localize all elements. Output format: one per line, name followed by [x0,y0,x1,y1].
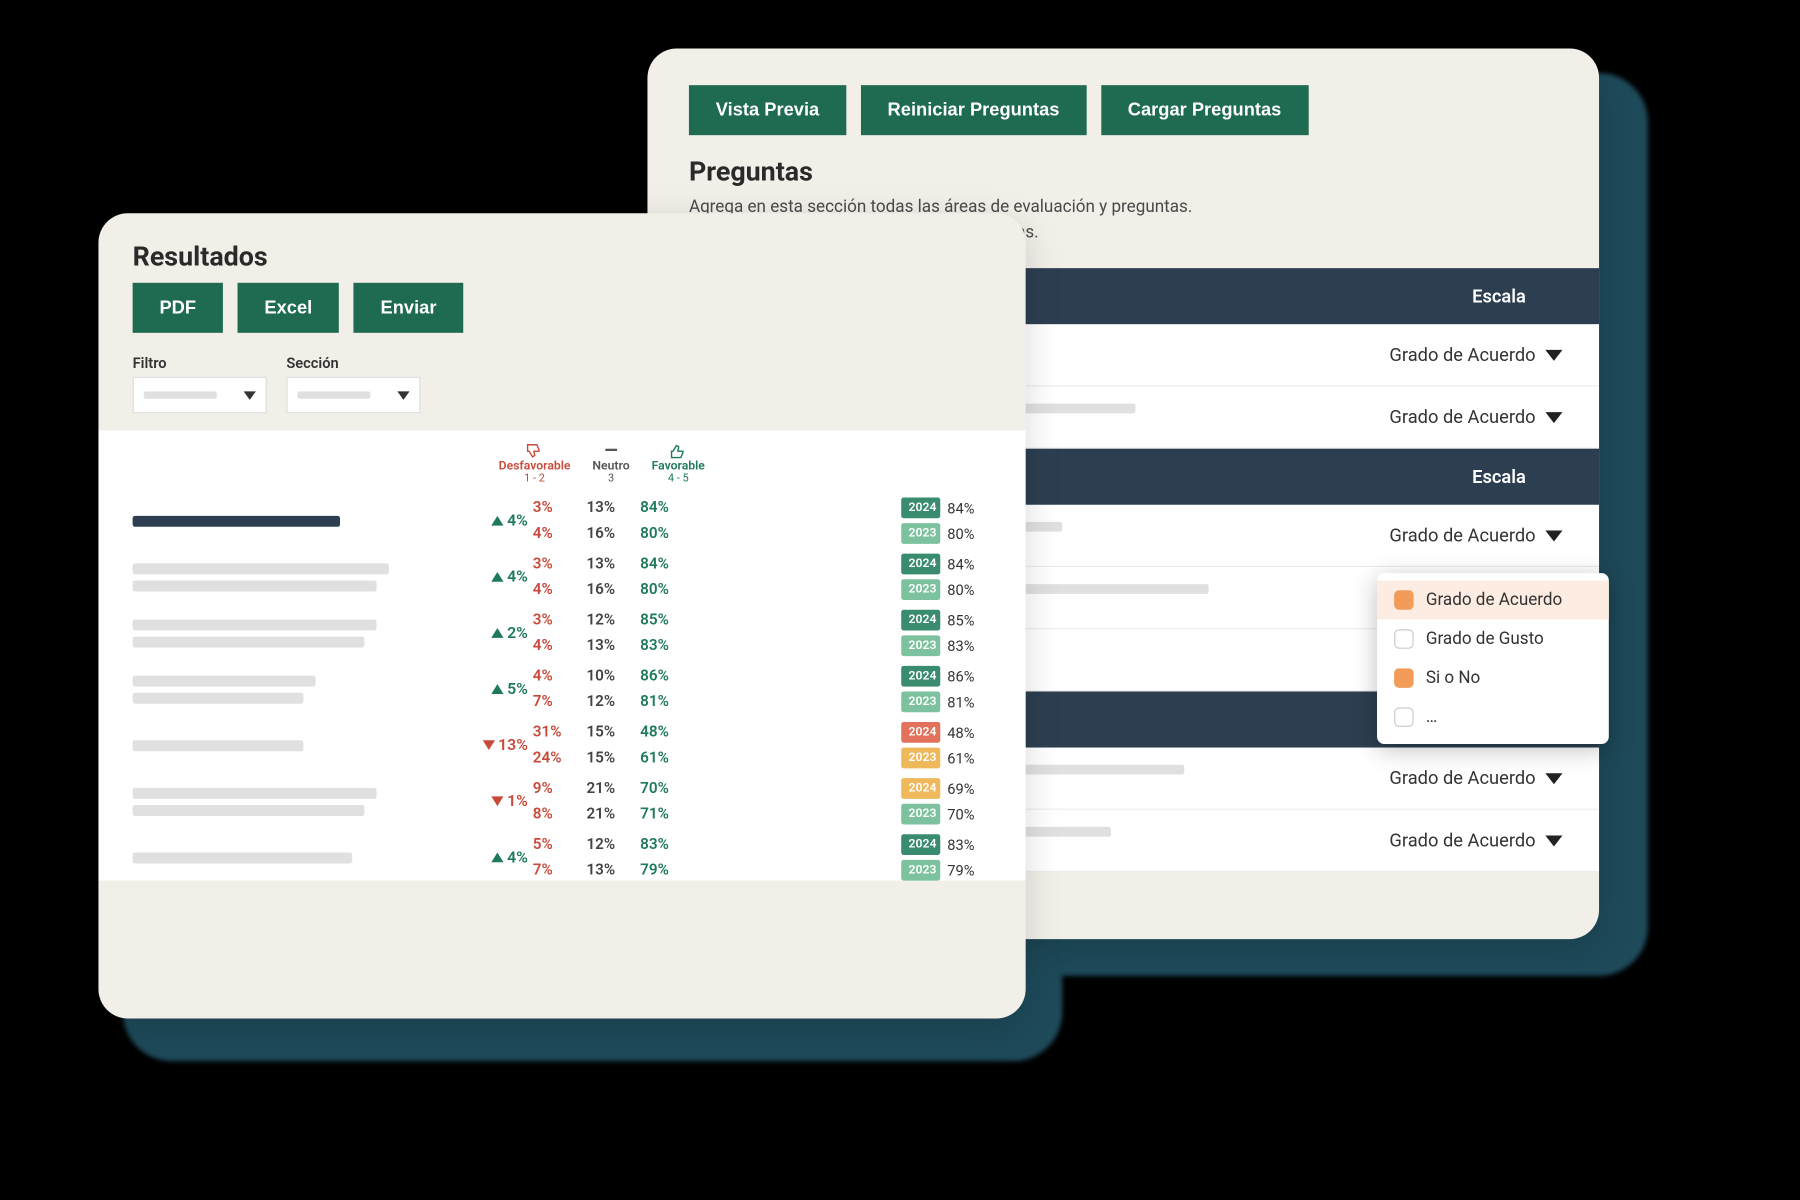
result-bar: 202383% [901,635,974,656]
row-label [133,563,475,591]
result-bar: 202485% [901,610,974,631]
chevron-down-icon [397,391,409,400]
section-select[interactable] [286,377,420,414]
result-row: 3%13%84% 202484% 4% 4%16%80% 202380% [133,554,992,600]
preview-button[interactable]: Vista Previa [689,85,846,135]
legend-favorable: Favorable 4 - 5 [652,443,705,486]
questions-title: Preguntas [689,157,1558,188]
scale-select[interactable]: Grado de Acuerdo [1389,767,1574,789]
dropdown-option[interactable]: Grado de Acuerdo [1377,580,1609,619]
legend: Desfavorable 1 - 2 — Neutro 3 Favorable … [499,443,992,486]
checkbox-icon [1394,707,1414,727]
delta-indicator: 4% [479,512,528,530]
row-label [133,740,475,751]
chevron-down-icon [1545,773,1562,784]
results-panel: Resultados PDF Excel Enviar Filtro Secci… [98,213,1025,1018]
triangle-up-icon [491,684,503,694]
thumbs-up-icon [668,443,688,460]
filter-label: Filtro [133,355,267,372]
scale-select[interactable]: Grado de Acuerdo [1389,524,1574,546]
scale-select[interactable]: Grado de Acuerdo [1389,406,1574,428]
result-bar: 202486% [901,666,974,687]
result-row: 31%15%48% 202448% 13% 24%15%61% 202361% [133,722,992,768]
load-questions-button[interactable]: Cargar Preguntas [1101,85,1308,135]
result-bar: 202380% [901,579,974,600]
result-bar: 202484% [901,498,974,519]
row-label [133,675,475,703]
scale-dropdown[interactable]: Grado de Acuerdo Grado de Gusto Si o No … [1377,573,1609,744]
result-bar: 202379% [901,860,974,881]
result-row: 3%13%84% 202484% 4% 4%16%80% 202380% [133,498,992,544]
dropdown-label: Grado de Acuerdo [1426,590,1562,610]
delta-indicator: 4% [479,568,528,586]
checkbox-icon [1394,590,1414,610]
dropdown-option[interactable]: … [1377,698,1609,737]
row-label [133,787,475,815]
chevron-down-icon [244,391,256,400]
delta-indicator: 5% [479,680,528,698]
delta-indicator: 13% [479,736,528,754]
row-label [133,619,475,647]
questions-toolbar: Vista Previa Reiniciar Preguntas Cargar … [689,85,1558,135]
result-bar: 202483% [901,834,974,855]
delta-indicator: 1% [479,792,528,810]
delta-indicator: 4% [479,848,528,866]
reset-questions-button[interactable]: Reiniciar Preguntas [861,85,1087,135]
section-label: Sección [286,355,420,372]
dropdown-label: Si o No [1426,668,1480,688]
row-label [133,852,475,863]
result-row: 4%10%86% 202486% 5% 7%12%81% 202381% [133,666,992,712]
chevron-down-icon [1545,835,1562,846]
result-bar: 202381% [901,692,974,713]
result-bar: 202380% [901,523,974,544]
result-row: 9%21%70% 202469% 1% 8%21%71% 202370% [133,778,992,824]
results-title: Resultados [133,243,992,274]
triangle-down-icon [482,740,494,750]
triangle-up-icon [491,628,503,638]
checkbox-icon [1394,629,1414,649]
escala-header: Escala [1472,285,1574,307]
triangle-up-icon [491,853,503,863]
result-row: 3%12%85% 202485% 2% 4%13%83% 202383% [133,610,992,656]
escala-header: Escala [1472,466,1574,488]
triangle-down-icon [491,796,503,806]
result-row: 5%12%83% 202483% 4% 7%13%79% 202379% [133,834,992,880]
checkbox-icon [1394,668,1414,688]
scale-select[interactable]: Grado de Acuerdo [1389,344,1574,366]
scale-select[interactable]: Grado de Acuerdo [1389,829,1574,851]
thumbs-down-icon [525,443,545,460]
legend-neutro: — Neutro 3 [592,443,629,486]
row-label [133,515,475,526]
send-button[interactable]: Enviar [354,283,464,333]
result-bar: 202361% [901,748,974,769]
excel-button[interactable]: Excel [238,283,340,333]
result-bar: 202370% [901,804,974,825]
filter-select[interactable] [133,377,267,414]
minus-icon: — [605,443,618,460]
chevron-down-icon [1545,412,1562,423]
dropdown-label: Grado de Gusto [1426,629,1544,649]
result-bar: 202484% [901,554,974,575]
result-bar: 202448% [901,722,974,743]
legend-desfavorable: Desfavorable 1 - 2 [499,443,571,486]
delta-indicator: 2% [479,624,528,642]
result-bar: 202469% [901,778,974,799]
triangle-up-icon [491,516,503,526]
dropdown-label: … [1426,707,1437,727]
chevron-down-icon [1545,349,1562,360]
chevron-down-icon [1545,530,1562,541]
pdf-button[interactable]: PDF [133,283,223,333]
dropdown-option[interactable]: Grado de Gusto [1377,620,1609,659]
dropdown-option[interactable]: Si o No [1377,659,1609,698]
triangle-up-icon [491,572,503,582]
